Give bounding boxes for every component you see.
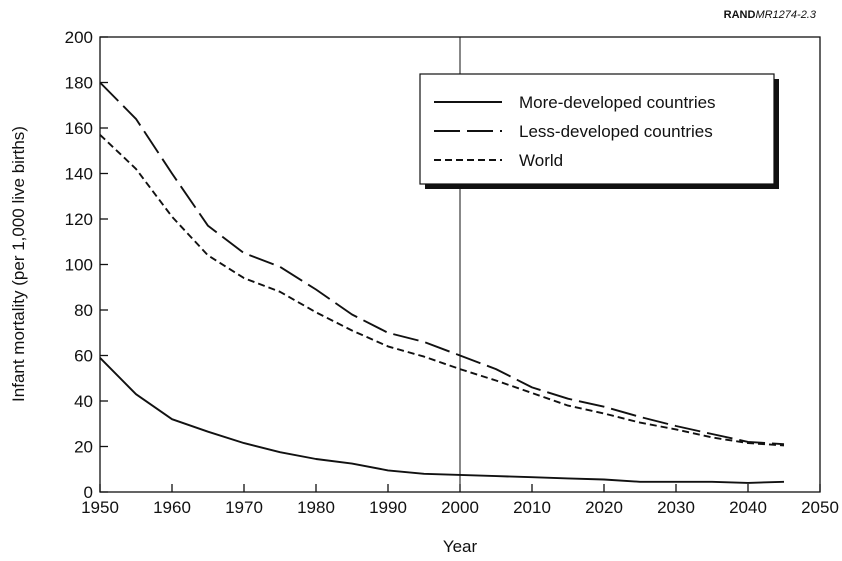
y-tick-label: 140 <box>65 165 93 184</box>
x-tick-label: 1980 <box>297 498 335 517</box>
y-tick-label: 100 <box>65 256 93 275</box>
x-tick-label: 1990 <box>369 498 407 517</box>
legend-label: More-developed countries <box>519 93 716 112</box>
y-tick-label: 20 <box>74 438 93 457</box>
x-tick-label: 1960 <box>153 498 191 517</box>
y-tick-label: 200 <box>65 28 93 47</box>
y-tick-label: 160 <box>65 119 93 138</box>
x-tick-label: 2000 <box>441 498 479 517</box>
y-axis-title: Infant mortality (per 1,000 live births) <box>9 126 28 402</box>
series-line-1 <box>100 358 784 483</box>
y-tick-label: 40 <box>74 392 93 411</box>
x-tick-label: 2030 <box>657 498 695 517</box>
x-tick-label: 1970 <box>225 498 263 517</box>
x-tick-label: 2010 <box>513 498 551 517</box>
x-tick-label: 2050 <box>801 498 839 517</box>
x-axis-ticks: 1950 1960 1970 1980 1990 2000 2010 2020 2030 2040… <box>81 484 839 517</box>
y-tick-label: 120 <box>65 210 93 229</box>
figure-code: RANDMR1274-2.3 <box>724 9 817 21</box>
y-tick-label: 180 <box>65 74 93 93</box>
legend-label: World <box>519 151 563 170</box>
x-axis-title: Year <box>443 537 478 556</box>
x-tick-label: 2040 <box>729 498 767 517</box>
legend: More-developed countries Less-developed c… <box>420 74 779 189</box>
legend-label: Less-developed countries <box>519 122 713 141</box>
y-tick-label: 80 <box>74 301 93 320</box>
figure-code-prefix: RAND <box>724 9 756 21</box>
x-tick-label: 2020 <box>585 498 623 517</box>
y-tick-label: 60 <box>74 347 93 366</box>
figure-code-suffix: MR1274-2.3 <box>755 9 816 21</box>
x-tick-label: 1950 <box>81 498 119 517</box>
